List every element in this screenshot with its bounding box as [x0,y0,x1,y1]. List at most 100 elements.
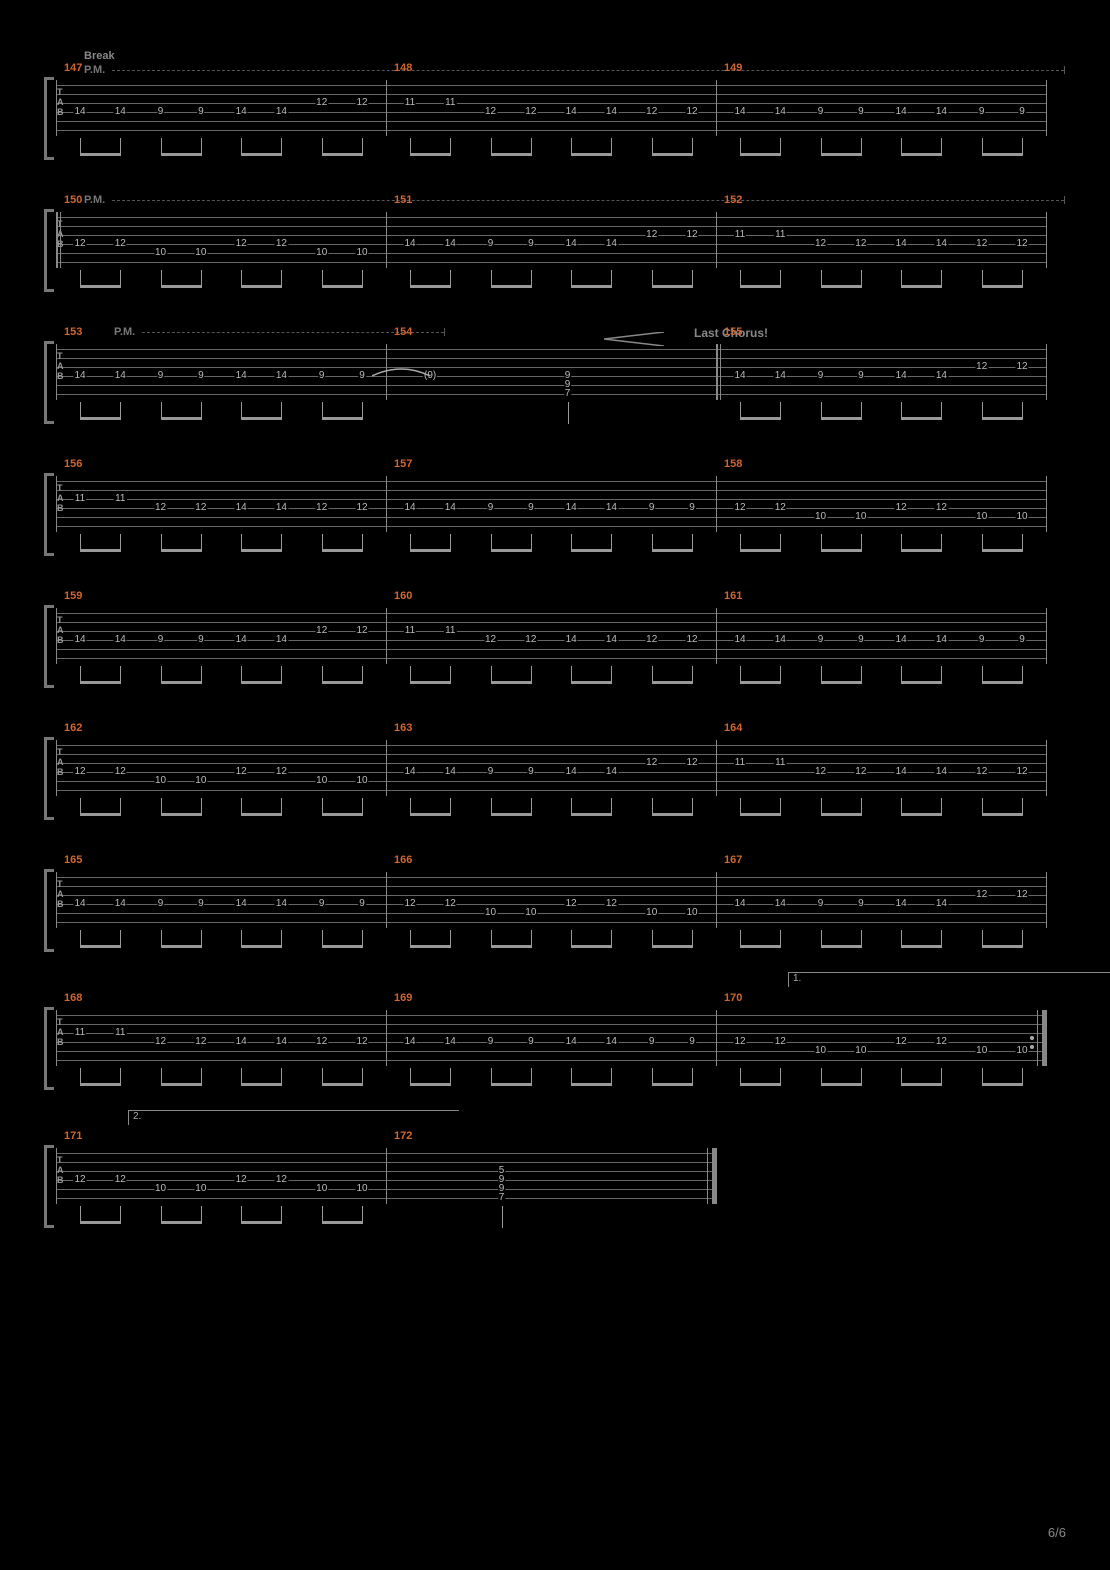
fret-number: 14 [235,899,248,909]
pm-dash [142,332,444,333]
barline [716,212,717,268]
fret-number: 12 [275,767,288,777]
fret-number: 11 [444,98,456,108]
fret-number: 12 [935,503,948,513]
fret-number: 14 [895,767,908,777]
tab-label: TAB [57,747,63,777]
fret-number: 14 [935,371,948,381]
fret-number: 9 [157,371,165,381]
fret-number: 10 [154,1184,167,1194]
barline [386,872,387,928]
fret-number: 10 [194,776,207,786]
fret-number: 12 [154,1037,167,1047]
fret-number: 12 [685,230,698,240]
fret-number: 14 [565,107,578,117]
tab-area: 165166167TAB1414991414991212101012121010… [56,872,1070,954]
barline [1046,872,1047,928]
fret-number: 12 [114,1175,127,1185]
tab-label: TAB [57,87,63,117]
system-6: 165166167TAB1414991414991212101012121010… [40,854,1070,954]
system-marks: P.M.Last Chorus! [84,326,1070,344]
fret-number: 10 [194,248,207,258]
fret-number: 14 [935,107,948,117]
fret-number: 14 [275,1037,288,1047]
fret-number: 12 [645,230,658,240]
fret-number: 12 [685,635,698,645]
tab-area: 153154155TAB141499141499(9)9971414991414… [56,344,1070,426]
fret-number: 12 [235,767,248,777]
measure-number: 156 [64,458,82,470]
barline [716,740,717,796]
fret-number: 14 [774,899,787,909]
barline [1046,1010,1047,1066]
fret-number: 10 [154,776,167,786]
fret-number: 9 [527,767,535,777]
pm-label: P.M. [84,194,105,206]
fret-number: 9 [358,899,366,909]
tab-label: TAB [57,1017,63,1047]
fret-number: 9 [527,239,535,249]
fret-number: 9 [487,1037,495,1047]
fret-number: 12 [355,626,368,636]
fret-number: 10 [315,776,328,786]
fret-number: 9 [157,899,165,909]
barline [386,212,387,268]
barline [716,1148,717,1204]
fret-number: 9 [857,107,865,117]
fret-number: 14 [403,1037,416,1047]
barline [1046,740,1047,796]
fret-number: 10 [685,908,698,918]
fret-number: 12 [73,767,86,777]
fret-number: 14 [403,503,416,513]
system-3: 156157158TAB1111121214141212141499141499… [40,458,1070,558]
beam-row [56,534,1046,558]
tab-staff: TAB141499141499(9)99714149914141212 [56,344,1046,400]
fret-number: 9 [318,371,326,381]
fret-number: 14 [114,107,127,117]
fret-number: 12 [733,503,746,513]
barline [1046,212,1047,268]
fret-number: 14 [235,371,248,381]
ending-label: 1. [793,973,801,984]
system-bracket [40,212,54,292]
fret-number: 12 [685,758,698,768]
system-marks: 2. [84,1124,1070,1148]
barline [1046,344,1047,400]
system-marks [84,854,1070,872]
fret-number: 14 [895,899,908,909]
fret-number: 9 [978,107,986,117]
fret-number: 14 [733,107,746,117]
fret-number: 9 [648,503,656,513]
fret-number: 11 [74,1028,86,1038]
fret-number: 14 [235,107,248,117]
fret-number: 14 [275,899,288,909]
fret-number: 10 [355,1184,368,1194]
fret-number: 12 [814,767,827,777]
fret-number: 9 [688,1037,696,1047]
system-marks: P.M. [84,194,1070,212]
fret-number: 12 [1015,767,1028,777]
fret-number: 14 [444,1037,457,1047]
beam-row [56,138,1046,162]
fret-number: 14 [565,503,578,513]
fret-number: 12 [895,1037,908,1047]
system-1: P.M.150151152TAB121210101212101014149914… [40,194,1070,294]
tab-staff: TAB1111121214141212141499141499121210101… [56,1010,1046,1066]
tab-staff: TAB1414991414991212101012121010141499141… [56,872,1046,928]
fret-ghost: (9) [423,371,437,381]
fret-number: 10 [1015,1046,1028,1056]
system-bracket [40,740,54,820]
measure-number: 165 [64,854,82,866]
fret-number: 12 [194,1037,207,1047]
fret-number: 11 [734,230,746,240]
fret-number: 14 [444,239,457,249]
barline [386,1148,387,1204]
fret-number: 14 [895,239,908,249]
fret-number: 12 [114,239,127,249]
measure-number: 162 [64,722,82,734]
fret-number: 14 [935,635,948,645]
tab-label: TAB [57,351,63,381]
fret-number: 14 [895,107,908,117]
tab-area: 171172TAB12121010121210105997 [56,1148,1070,1230]
fret-number: 14 [444,767,457,777]
